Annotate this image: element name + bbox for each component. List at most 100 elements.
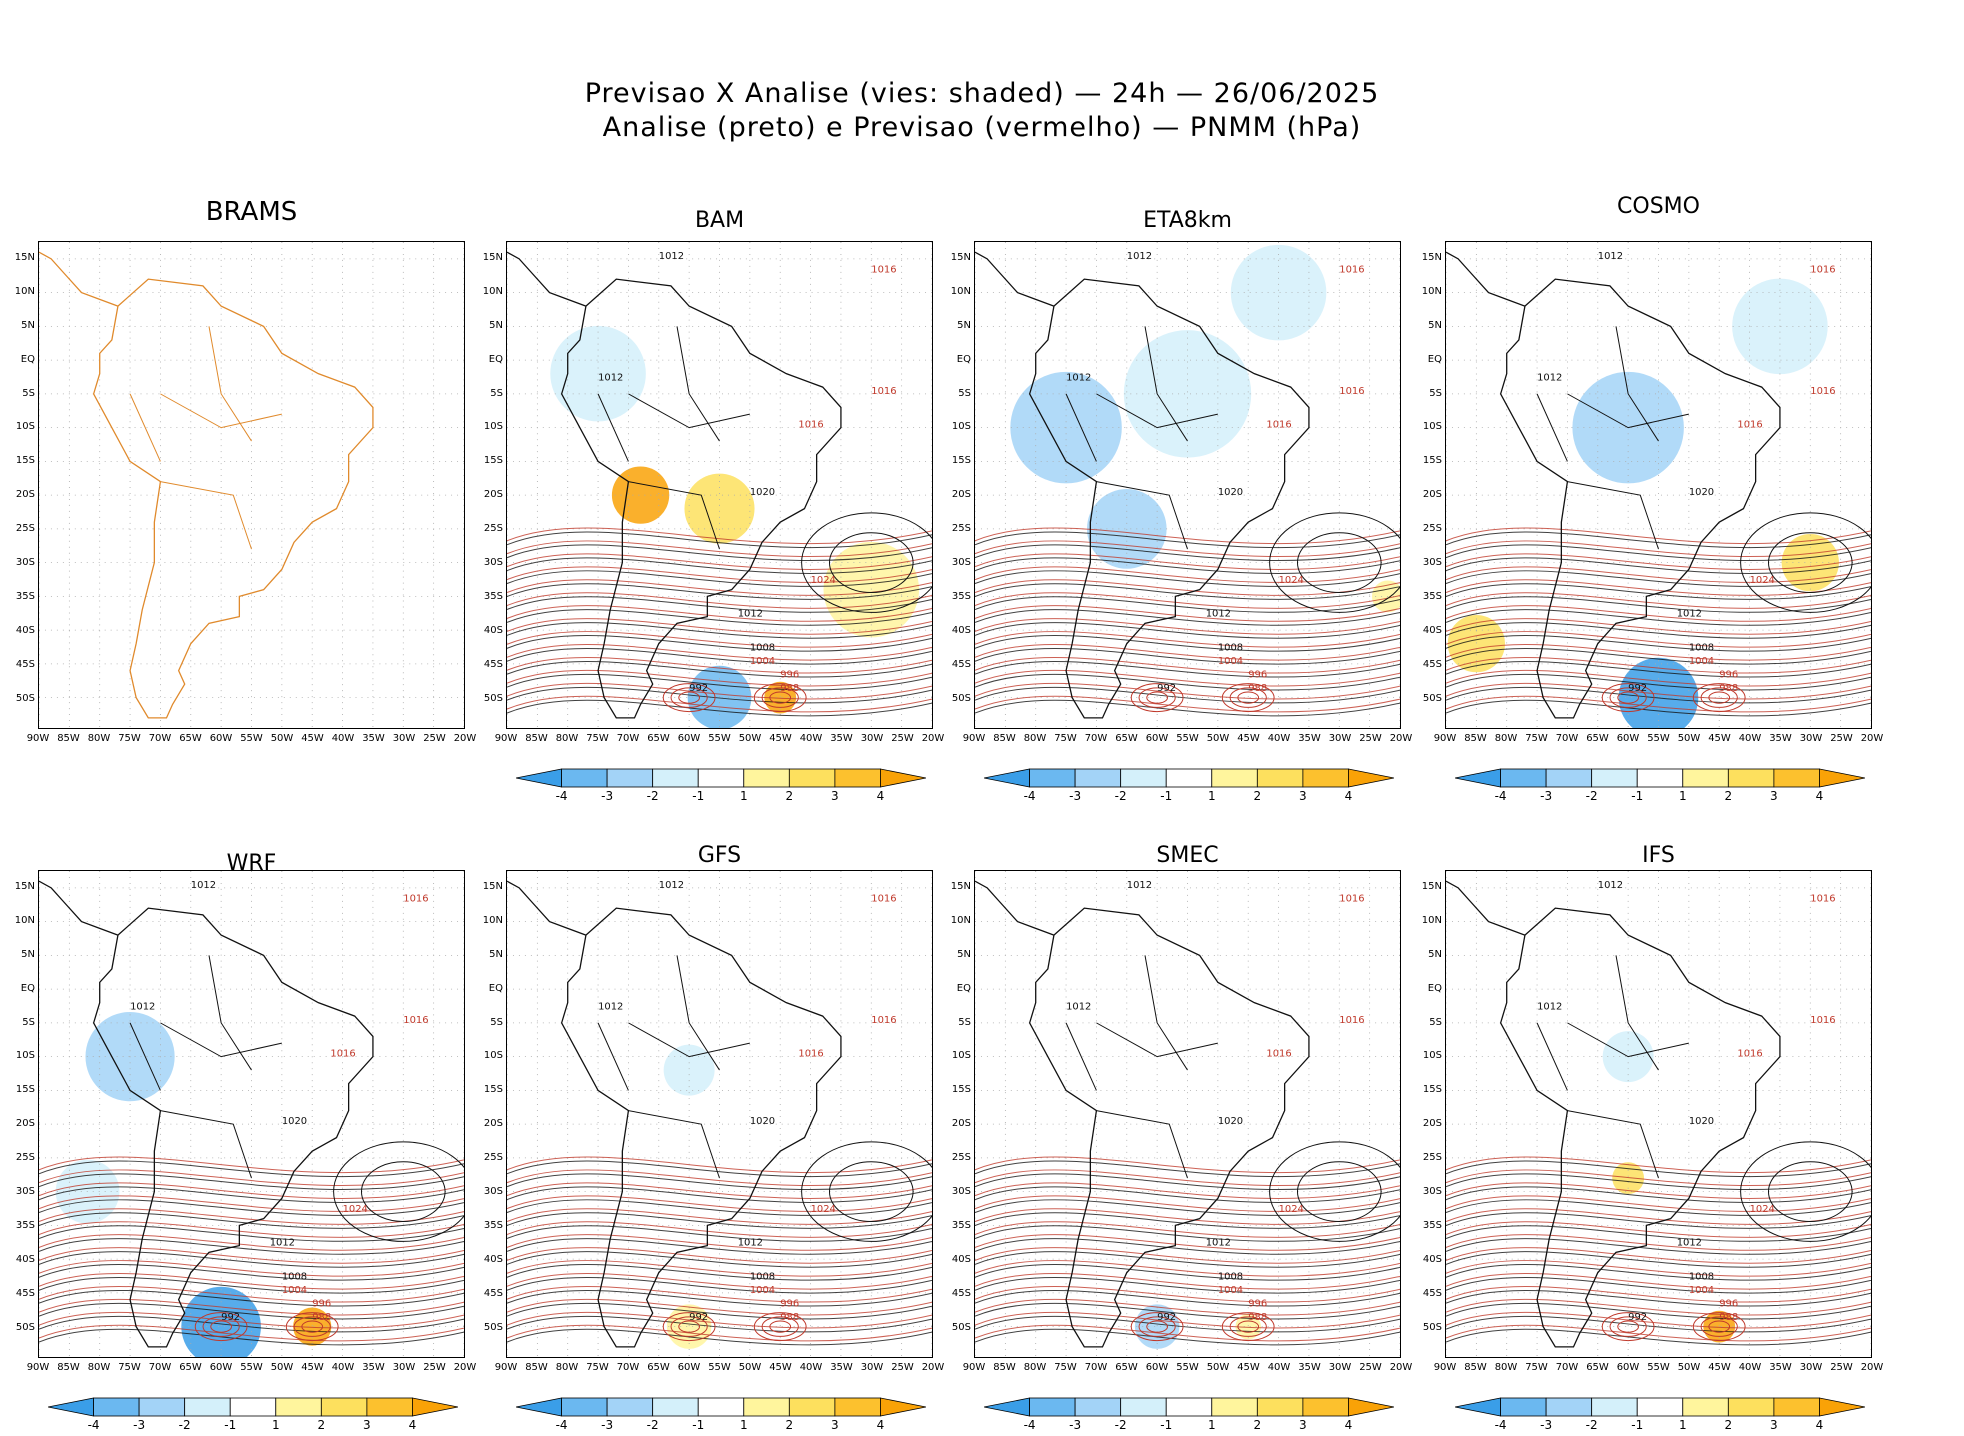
lon-tick-label: 85W (525, 733, 548, 744)
lon-tick-label: 20W (453, 1362, 477, 1373)
country-border (1567, 393, 1689, 429)
country-border (160, 1110, 252, 1179)
isobar-label: 1016 (871, 386, 896, 397)
isobar-label: 1016 (1810, 893, 1835, 904)
lat-tick-label: 40S (951, 1253, 971, 1265)
isobar-label: 1016 (403, 1015, 428, 1026)
colorbar-segment (1591, 768, 1638, 788)
lon-tick-label: 85W (57, 733, 80, 744)
lat-tick-label: 10S (1422, 1050, 1442, 1062)
lat-tick-label: 5S (490, 387, 503, 399)
isobar-label: 1016 (1266, 420, 1291, 431)
lon-tick-label: 50W (1677, 733, 1701, 744)
lat-tick-label: 25S (15, 1152, 35, 1164)
country-border (676, 326, 720, 442)
bias-shade (1447, 614, 1506, 673)
isobar-label: 1016 (330, 1049, 355, 1060)
colorbar-label: 3 (363, 1418, 371, 1432)
lon-tick-label: 20W (921, 1362, 945, 1373)
lat-tick-label: 50S (15, 1321, 35, 1333)
bias-shade (684, 473, 755, 544)
lon-tick-label: 65W (179, 733, 202, 744)
lat-tick-label: 15S (15, 1084, 35, 1096)
lat-tick-label: 40S (483, 1253, 503, 1265)
colorbar-segment (320, 1397, 368, 1417)
lat-tick-label: 5S (22, 387, 35, 399)
lon-tick-label: 85W (1464, 733, 1487, 744)
colorbar-label: 1 (1207, 789, 1216, 803)
lat-tick-label: 15N (1421, 251, 1442, 263)
colorbar-segment (788, 768, 836, 788)
lon-tick-label: 20W (453, 733, 477, 744)
colorbar-segment (1819, 1397, 1865, 1417)
lat-tick-label: 5N (21, 948, 35, 960)
colorbar-label: -1 (1631, 1418, 1644, 1432)
colorbar-segment (1819, 768, 1865, 788)
coastline (975, 251, 1310, 719)
lon-tick-label: 70W (148, 733, 172, 744)
lat-tick-label: 30S (951, 556, 971, 568)
map-gfs: 1012 1016 1012 1016 1020 1024 1012 1008 1004 996 9… (506, 870, 933, 1358)
lon-tick-label: 30W (860, 1362, 884, 1373)
lat-tick-label: 35S (483, 590, 503, 602)
lat-tick-label: 5S (490, 1016, 503, 1028)
lat-tick-label: 15N (950, 880, 971, 892)
colorbar-label: 4 (1815, 789, 1824, 803)
colorbar-segment (1500, 768, 1547, 788)
lat-tick-label: 15N (482, 251, 503, 263)
colorbar-label: -1 (692, 1418, 705, 1432)
lat-tick-label: 35S (15, 1219, 35, 1231)
colorbar-label: 4 (1344, 1418, 1353, 1432)
colorbar-label: -3 (133, 1418, 146, 1432)
colorbar-segment (1074, 768, 1122, 788)
lat-tick-label: 25S (1422, 1152, 1442, 1164)
lat-tick-label: 45S (951, 658, 971, 670)
lon-tick-label: 70W (616, 733, 640, 744)
isobar-label: 1024 (1279, 1204, 1304, 1215)
lat-tick-label: 15N (1421, 880, 1442, 892)
lat-tick-label: 20S (15, 1118, 35, 1130)
colorbar-segment (1773, 768, 1820, 788)
colorbar-label: 3 (1299, 789, 1307, 803)
isobar-label: 996 (780, 1298, 799, 1309)
isobar-label: 992 (221, 1312, 240, 1323)
lat-tick-label: EQ (956, 982, 971, 994)
coastline (1446, 251, 1781, 719)
lon-tick-label: 50W (270, 1362, 294, 1373)
lon-tick-label: 75W (1054, 733, 1077, 744)
lon-tick-label: 55W (1176, 1362, 1199, 1373)
colorbar-label: -1 (1160, 789, 1173, 803)
colorbar-segment (606, 768, 654, 788)
colorbar-label: -2 (646, 1418, 659, 1432)
isobar-label: 988 (1248, 683, 1267, 694)
colorbar-label: 2 (1253, 789, 1262, 803)
lat-tick-label: 15S (15, 455, 35, 467)
map-ifs: 1012 1016 1012 1016 1020 1024 1012 1008 1004 996 9… (1445, 870, 1872, 1358)
isobar-label: 992 (1628, 1312, 1647, 1323)
lat-tick-label: 10N (1421, 914, 1442, 926)
lon-tick-label: 60W (677, 733, 701, 744)
lon-tick-label: 60W (677, 1362, 701, 1373)
lat-tick-label: 30S (15, 556, 35, 568)
isobar-label: 992 (1157, 1312, 1176, 1323)
isobar-label: 992 (689, 1312, 708, 1323)
lon-tick-label: 80W (87, 1362, 111, 1373)
isobar-label: 1012 (130, 1001, 155, 1012)
colorbar-segment (1211, 1397, 1258, 1417)
lon-tick-label: 75W (586, 733, 609, 744)
lat-tick-label: 15S (483, 1084, 503, 1096)
isobar-label: 988 (1719, 683, 1738, 694)
lon-tick-label: 60W (1145, 733, 1169, 744)
lat-tick-label: 35S (951, 1219, 971, 1231)
isobar-label: 1016 (1339, 386, 1364, 397)
lat-tick-label: 15N (950, 251, 971, 263)
isobar-label: 996 (1719, 669, 1738, 680)
lat-tick-label: EQ (20, 353, 35, 365)
colorbar-segment (48, 1397, 94, 1417)
isobar-label: 996 (780, 669, 799, 680)
isobar-label: 1008 (282, 1271, 307, 1282)
lat-tick-label: 20S (15, 489, 35, 501)
colorbar: -4 -3 -2 -1 1 2 3 4 (516, 767, 926, 807)
colorbar-segment (1074, 1397, 1122, 1417)
colorbar-segment (880, 1397, 926, 1417)
